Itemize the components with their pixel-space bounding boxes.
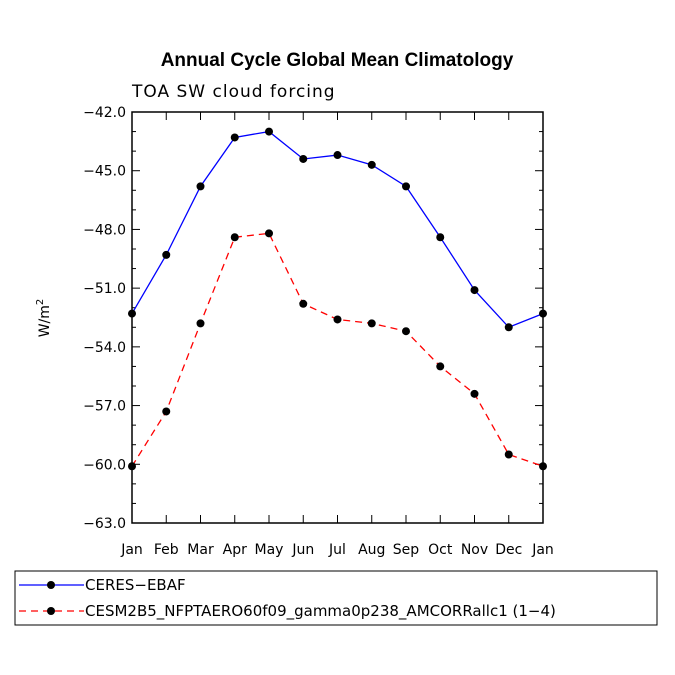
y-tick-label: −51.0: [83, 281, 126, 297]
legend-label-1: CERES−EBAF: [85, 576, 186, 594]
series-line-1: [131, 130, 544, 329]
data-point-series-2: [265, 229, 273, 238]
x-tick-label: May: [255, 542, 284, 558]
y-tick-label: −45.0: [83, 164, 126, 180]
legend-marker-1: [47, 581, 55, 589]
data-point-series-2: [299, 299, 308, 308]
data-point-series-1: [504, 323, 513, 332]
data-point-series-1: [402, 182, 410, 191]
y-tick-label: −57.0: [83, 399, 126, 415]
x-tick-label: Jun: [291, 542, 314, 558]
y-axis-label-text: W/m2: [35, 299, 53, 338]
data-point-series-2: [402, 327, 410, 336]
x-tick-label: Oct: [428, 542, 453, 558]
chart-title: Annual Cycle Global Mean Climatology: [161, 50, 514, 71]
x-tick-label: Mar: [187, 542, 214, 558]
data-point-series-1: [265, 127, 273, 136]
data-point-series-2: [436, 362, 445, 371]
x-tick-label: Jan: [531, 542, 554, 558]
legend-label-2: CESM2B5_NFPTAERO60f09_gamma0p238_AMCORRa…: [85, 602, 556, 621]
x-tick-label: Sep: [393, 542, 420, 558]
data-point-series-1: [230, 133, 239, 142]
x-tick-label: Aug: [358, 542, 385, 558]
data-point-series-1: [367, 160, 376, 169]
data-point-series-2: [196, 319, 205, 328]
legend-marker-2: [47, 607, 55, 615]
data-point-series-1: [333, 151, 342, 160]
legend: CERES−EBAF CESM2B5_NFPTAERO60f09_gamma0p2…: [14, 570, 658, 626]
plot-frame: [131, 111, 544, 524]
data-point-series-2: [162, 407, 171, 416]
x-tick-label: Dec: [495, 542, 522, 558]
y-tick-label: −42.0: [83, 105, 126, 121]
series-line-2: [131, 232, 544, 467]
data-point-series-2: [504, 450, 513, 459]
x-tick-label: Feb: [154, 542, 179, 558]
x-tick-label: Jan: [120, 542, 143, 558]
data-point-series-1: [299, 154, 308, 163]
data-point-series-2: [230, 233, 239, 242]
data-point-series-2: [333, 315, 342, 324]
axes-layer: −42.0 −45.0 −48.0 −51.0 −54.0 −57.0 −60.0 −63.0…: [83, 105, 554, 558]
data-point-series-2: [367, 319, 376, 328]
x-tick-label: Jul: [328, 542, 346, 558]
data-point-series-2: [470, 389, 479, 398]
y-axis-label: W/m2: [35, 299, 53, 338]
data-point-series-1: [196, 182, 205, 191]
x-tick-label: Apr: [223, 542, 247, 558]
y-axis-label-superscript: 2: [35, 299, 46, 305]
legend-box: [14, 570, 658, 626]
data-point-series-1: [162, 250, 171, 259]
x-tick-label: Nov: [461, 542, 488, 558]
y-tick-label: −54.0: [83, 340, 126, 356]
chart-subtitle: TOA SW cloud forcing: [131, 82, 336, 102]
data-point-series-1: [436, 233, 445, 242]
y-tick-label: −60.0: [83, 457, 126, 473]
y-tick-label: −63.0: [83, 516, 126, 532]
y-tick-label: −48.0: [83, 222, 126, 238]
y-axis-label-base: W/m: [37, 305, 53, 337]
data-point-series-1: [470, 286, 479, 295]
series-layer: [128, 127, 547, 471]
